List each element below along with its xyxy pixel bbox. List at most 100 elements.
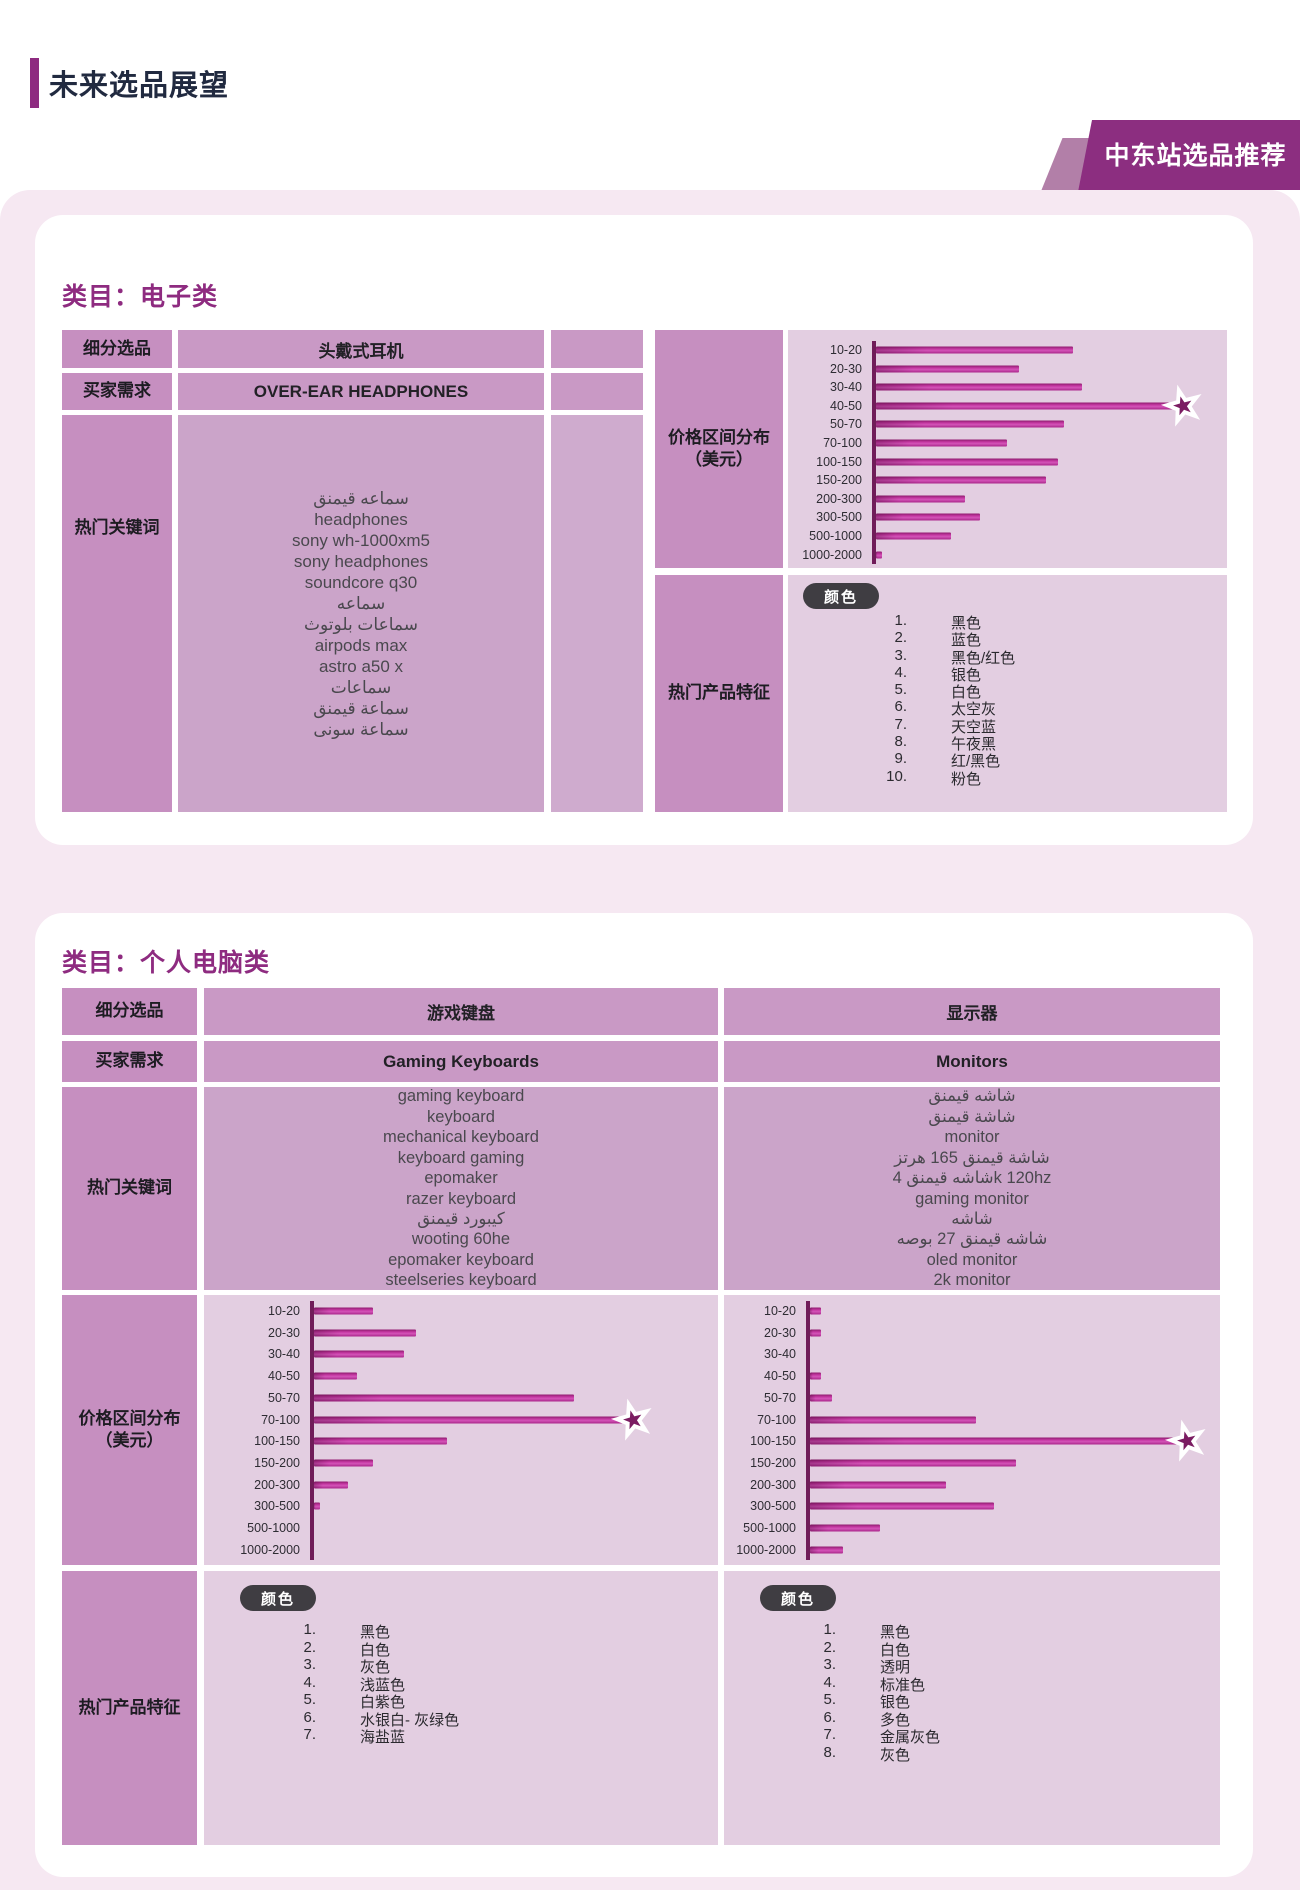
color-list-item: 2. 白色 [292, 1639, 459, 1659]
chart-row: 40-50 [724, 1366, 1220, 1386]
color-list-label: 标准色 [880, 1676, 926, 1694]
row-label-features: 热门产品特征 [655, 575, 783, 812]
chart-bar [876, 383, 1082, 391]
chart-tick-label: 1000-2000 [802, 547, 862, 562]
keyword-item: oled monitor [926, 1250, 1018, 1269]
color-list-label: 白色 [360, 1641, 391, 1659]
chart-row: 20-30 [724, 1323, 1220, 1343]
row-label-demand: 买家需求 [62, 1041, 197, 1082]
keyword-item: epomaker keyboard [388, 1250, 534, 1269]
bar-chart: 10-20 20-30 30-40 40-50 50-70 70-100 100-150 15… [724, 1295, 1220, 1565]
chart-tick-label: 150-200 [816, 473, 862, 488]
price-chart-monitors: 10-20 20-30 30-40 40-50 50-70 70-100 100-150 15… [724, 1295, 1220, 1565]
chart-row: 40-50 [788, 384, 1227, 427]
keyword-item: سماعة قيمنق [313, 698, 409, 718]
product-name-cell: 游戏键盘 [204, 988, 718, 1035]
chart-tick-label: 40-50 [830, 398, 862, 413]
star-highlight-icon [610, 1398, 652, 1441]
keyword-item: شاشه قيمنق 27 بوصه [896, 1230, 1048, 1249]
chart-row: 100-150 [724, 1419, 1220, 1462]
chart-bar [876, 402, 1174, 410]
color-list-index: 4. [823, 1673, 836, 1691]
keyword-item: wooting 60he [411, 1230, 511, 1249]
chart-axis [310, 1301, 314, 1560]
chart-tick-label: 50-70 [830, 417, 862, 432]
keyword-item: سماعه قيمنق [313, 488, 409, 508]
color-list: 1. 黑色 2. 白色 3. 透明 4. 标准色 5. 银色 6. 多色 7. 金属灰色 8. 灰色 [812, 1621, 941, 1764]
chart-row: 10-20 [204, 1301, 718, 1321]
color-list-label: 多色 [880, 1711, 911, 1729]
color-pill: 颜色 [240, 1585, 316, 1611]
color-list: 1. 黑色 2. 蓝色 3. 黑色/红色 4. 银色 5. 白色 6. 太空灰 7. 天空蓝 8. 午夜黑 9.… [883, 612, 1016, 788]
color-list-label: 海盐蓝 [360, 1729, 406, 1746]
spacer-cell [551, 373, 643, 410]
chart-tick-label: 150-200 [750, 1455, 796, 1470]
chart-tick-label: 20-30 [764, 1325, 796, 1340]
color-list-index: 5. [823, 1691, 836, 1708]
chart-tick-label: 40-50 [764, 1369, 796, 1384]
color-list-index: 7. [894, 715, 907, 733]
row-label-product: 细分选品 [62, 330, 172, 368]
color-list: 1. 黑色 2. 白色 3. 灰色 4. 浅蓝色 5. 白紫色 6. 水银白- 灰绿色 7. 海盐蓝 [292, 1621, 460, 1746]
pc-table: 细分选品 买家需求 热门关键词 价格区间分布 （美元） 热门产品特征 游戏键盘 G… [62, 988, 1220, 1845]
chart-bar [810, 1459, 1017, 1467]
chart-row: 30-40 [788, 378, 1227, 396]
keywords-list: شاشه قيمنق شاشة قيمنق monitor شاشة قيمنق 16… [724, 1087, 1220, 1290]
chart-bar [876, 495, 966, 503]
section-electronics-card: 类目：电子类 细分选品 买家需求 热门关键词 头戴式耳机 OVER-EAR HE… [35, 215, 1253, 845]
electronics-table: 细分选品 买家需求 热门关键词 头戴式耳机 OVER-EAR HEADPHONE… [62, 330, 1227, 812]
chart-bar [876, 476, 1046, 484]
chart-bar [314, 1372, 358, 1380]
chart-row: 500-1000 [724, 1518, 1220, 1538]
color-list-index: 6. [823, 1708, 836, 1726]
bar-chart: 10-20 20-30 30-40 40-50 50-70 70-100 100-150 15… [788, 330, 1227, 568]
chart-row: 50-70 [788, 415, 1227, 433]
chart-bar [810, 1437, 1178, 1445]
chart-bar [314, 1481, 349, 1489]
features-keyboards: 颜色 1. 黑色 2. 白色 3. 灰色 4. 浅蓝色 5. 白紫色 6. 水银白- 灰绿色 7. 海盐蓝 [204, 1571, 718, 1845]
color-list-label: 蓝色 [951, 632, 982, 650]
row-label-keywords: 热门关键词 [62, 1087, 197, 1290]
header-accent-bar [30, 58, 39, 108]
row-label-price: 价格区间分布 （美元） [62, 1295, 197, 1565]
star-highlight-icon [1164, 1419, 1206, 1462]
chart-tick-label: 100-150 [816, 454, 862, 469]
chart-tick-label: 20-30 [830, 361, 862, 376]
keywords-list: gaming keyboard keyboard mechanical keyboa… [204, 1087, 718, 1290]
chart-row: 50-70 [204, 1388, 718, 1408]
color-list-label: 黑色 [951, 615, 982, 632]
color-list-item: 9. 红/黑色 [883, 750, 1015, 770]
color-list-label: 透明 [880, 1659, 911, 1676]
row-label-price: 价格区间分布 （美元） [655, 330, 783, 568]
color-list-index: 10. [886, 767, 907, 785]
color-list-index: 2. [894, 629, 907, 647]
chart-bar [876, 420, 1064, 428]
color-list-label: 银色 [880, 1694, 911, 1711]
chart-row: 30-40 [204, 1344, 718, 1364]
color-list-label: 金属灰色 [880, 1729, 941, 1746]
chart-axis [872, 341, 876, 564]
chart-row: 150-200 [204, 1453, 718, 1473]
chart-row: 300-500 [788, 508, 1227, 526]
color-list-item: 8. 午夜黑 [883, 733, 1015, 753]
color-pill: 颜色 [803, 583, 879, 609]
chart-row: 150-200 [788, 471, 1227, 489]
color-list-label: 水银白- 灰绿色 [360, 1711, 460, 1729]
features-monitors: 颜色 1. 黑色 2. 白色 3. 透明 4. 标准色 5. 银色 6. 多色 7. 金属灰色 8. 灰色 [724, 1571, 1220, 1845]
chart-bar [810, 1416, 976, 1423]
chart-row: 50-70 [724, 1388, 1220, 1408]
color-list-label: 黑色/红色 [951, 649, 1016, 667]
chart-row: 300-500 [204, 1496, 718, 1516]
chart-bar [810, 1502, 994, 1510]
chart-row: 100-150 [204, 1431, 718, 1451]
chart-row: 20-30 [204, 1323, 718, 1343]
chart-bar [876, 365, 1020, 373]
chart-bar [810, 1329, 822, 1337]
chart-row: 40-50 [204, 1366, 718, 1386]
color-list-index: 1. [823, 1621, 836, 1638]
keyword-item: شاشة قيمنق 165 هرتز [894, 1148, 1050, 1167]
chart-bar [810, 1481, 947, 1489]
color-list-index: 6. [303, 1708, 316, 1726]
color-list-label: 灰色 [880, 1746, 911, 1764]
